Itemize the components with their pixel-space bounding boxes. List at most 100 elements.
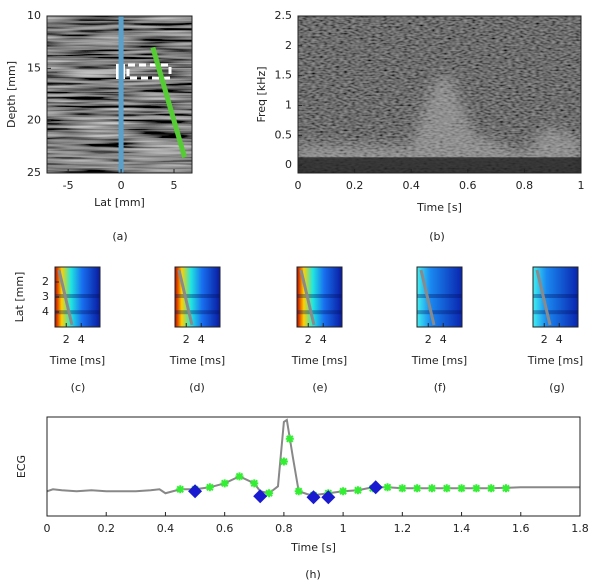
roi-box: [126, 63, 172, 80]
x-tick-label: 0: [44, 522, 51, 535]
x-tick-label: 0.4: [402, 179, 420, 192]
panel-caption: (h): [305, 568, 321, 581]
axes-frame: [296, 266, 343, 328]
star-marker: [285, 434, 294, 443]
x-tick-label: 2: [63, 333, 70, 346]
star-marker: [442, 484, 451, 493]
axes-frame: [532, 266, 579, 328]
heatmap-stripe: [175, 310, 220, 315]
plot-area: [417, 267, 462, 327]
star-marker: [205, 483, 214, 492]
y-tick-label: 1: [285, 99, 292, 112]
plot-area: [175, 267, 220, 327]
plot-area: [47, 418, 580, 505]
axes-frame: [174, 266, 221, 328]
axes-frame: [46, 15, 193, 174]
x-tick-label: 1.6: [512, 522, 530, 535]
x-tick-label: 2: [183, 333, 190, 346]
x-tick-label: 0: [118, 179, 125, 192]
x-tick-label: 1: [578, 179, 585, 192]
heatmap-bg: [175, 267, 220, 327]
panel-caption: (c): [71, 381, 86, 394]
star-marker: [427, 484, 436, 493]
star-marker: [398, 484, 407, 493]
x-tick-label: 0.2: [97, 522, 115, 535]
y-axis-label: Depth [mm]: [5, 61, 18, 128]
x-tick-label: 4: [556, 333, 563, 346]
heatmap-bg: [417, 267, 462, 327]
axes-frame: [46, 416, 581, 517]
x-tick-label: 0.4: [157, 522, 175, 535]
x-tick-label: 4: [440, 333, 447, 346]
heatmap-stripe: [55, 294, 100, 298]
star-marker: [339, 487, 348, 496]
star-marker: [353, 486, 362, 495]
panel: 2 4 Time [ms] (d): [169, 266, 225, 394]
heatmap-stripe: [297, 294, 342, 298]
x-tick-label: 4: [198, 333, 205, 346]
axes-frame: [416, 266, 463, 328]
panel-caption: (a): [112, 230, 127, 243]
star-marker: [294, 487, 303, 496]
heatmap-stripe: [533, 294, 578, 298]
star-marker: [220, 479, 229, 488]
diamond-marker: [306, 490, 321, 505]
x-axis-label: Time [s]: [416, 201, 462, 214]
x-tick-label: 1: [340, 522, 347, 535]
plot-area: [55, 267, 100, 327]
y-tick-label: 0.5: [275, 128, 293, 141]
panel: 2 4 Time [ms] (g): [527, 266, 583, 394]
diamond-marker: [368, 480, 383, 495]
panel: 2 4 Time [ms] (f): [411, 266, 467, 394]
y-axis-label: Lat [mm]: [13, 272, 26, 323]
star-marker: [279, 457, 288, 466]
x-tick-label: 5: [171, 179, 178, 192]
y-tick-label: 2.5: [275, 9, 293, 22]
x-tick-label: 0: [295, 179, 302, 192]
heatmap-stripe: [417, 310, 462, 315]
axes-frame: [297, 15, 582, 174]
heatmap-bg: [533, 267, 578, 327]
low-band: [298, 157, 581, 173]
y-tick-label: 0: [285, 158, 292, 171]
x-tick-label: 4: [320, 333, 327, 346]
panel: 0 0.2 0.4 0.6 0.8 1 1.2 1.4 1.6 1.8 Time [s] ECG (h): [15, 416, 589, 581]
signal-energy: [298, 70, 581, 173]
heatmap-bg: [55, 267, 100, 327]
plot-area: [47, 16, 192, 173]
panel-caption: (f): [434, 381, 446, 394]
x-axis-label: Time [s]: [290, 541, 336, 554]
y-tick-label: 25: [27, 166, 41, 179]
heatmap-stripe: [297, 310, 342, 315]
series-line: [150, 46, 187, 158]
x-tick-label: 0.8: [516, 179, 534, 192]
x-tick-label: 2: [425, 333, 432, 346]
y-tick-label: 3: [42, 290, 49, 303]
panel: -5 0 5 10 15 20 25 Lat [mm] Depth [mm] (a): [5, 9, 193, 243]
x-tick-label: 1.4: [453, 522, 471, 535]
star-marker: [265, 489, 274, 498]
star-marker: [235, 472, 244, 481]
series-line: [47, 418, 580, 497]
y-tick-label: 1.5: [275, 69, 293, 82]
star-marker: [501, 484, 510, 493]
x-axis-label: Lat [mm]: [94, 196, 145, 209]
star-marker: [383, 483, 392, 492]
y-axis-label: Freq [kHz]: [255, 66, 268, 122]
delay-trace: [535, 269, 552, 326]
panel-caption: (e): [312, 381, 327, 394]
delay-trace: [419, 269, 436, 326]
diamond-marker: [321, 490, 336, 505]
x-tick-label: 0.6: [216, 522, 234, 535]
star-marker: [472, 484, 481, 493]
y-tick-label: 20: [27, 114, 41, 127]
y-tick-label: 15: [27, 61, 41, 74]
panel-caption: (b): [429, 230, 445, 243]
panel: 2 4 Time [ms] (e): [291, 266, 347, 394]
y-tick-label: 10: [27, 9, 41, 22]
x-tick-label: 0.2: [346, 179, 364, 192]
star-marker: [487, 484, 496, 493]
x-tick-label: 0.6: [459, 179, 477, 192]
